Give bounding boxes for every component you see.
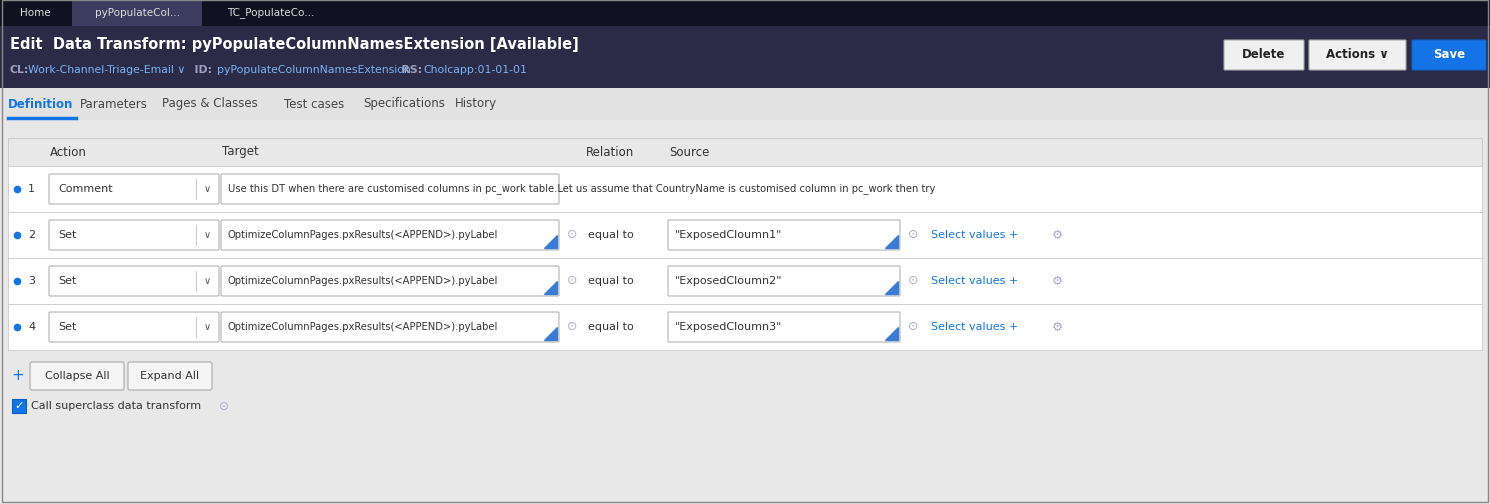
Text: ∨: ∨ — [204, 322, 210, 332]
Text: ⊙: ⊙ — [219, 400, 229, 412]
Text: OptimizeColumnPages.pxResults(<APPEND>).pyLabel: OptimizeColumnPages.pxResults(<APPEND>).… — [228, 230, 498, 240]
Text: equal to: equal to — [589, 230, 633, 240]
Polygon shape — [544, 327, 557, 340]
FancyBboxPatch shape — [49, 174, 219, 204]
FancyBboxPatch shape — [30, 362, 124, 390]
Text: ⚙: ⚙ — [1052, 321, 1062, 334]
Text: Action: Action — [51, 146, 86, 158]
Bar — [7, 212, 1483, 258]
Text: Definition: Definition — [7, 97, 73, 110]
Bar — [0, 120, 1490, 504]
Text: Specifications: Specifications — [364, 97, 446, 110]
FancyBboxPatch shape — [221, 312, 559, 342]
Text: ✓: ✓ — [15, 401, 24, 411]
Bar — [7, 258, 1483, 304]
Bar — [0, 26, 1490, 88]
FancyBboxPatch shape — [49, 312, 219, 342]
Bar — [0, 0, 1490, 26]
Text: Pages & Classes: Pages & Classes — [162, 97, 258, 110]
Text: Use this DT when there are customised columns in pc_work table.Let us assume tha: Use this DT when there are customised co… — [228, 183, 936, 195]
Text: Source: Source — [669, 146, 709, 158]
Text: History: History — [454, 97, 498, 110]
Polygon shape — [544, 281, 557, 294]
Text: CL:: CL: — [10, 65, 30, 75]
Text: Edit  Data Transform: pyPopulateColumnNamesExtension [Available]: Edit Data Transform: pyPopulateColumnNam… — [10, 36, 578, 51]
Text: ∨: ∨ — [204, 184, 210, 194]
Text: ⊙: ⊙ — [566, 275, 577, 287]
FancyBboxPatch shape — [668, 312, 900, 342]
Text: Expand All: Expand All — [140, 371, 200, 381]
FancyBboxPatch shape — [221, 266, 559, 296]
Text: 4: 4 — [28, 322, 36, 332]
Bar — [204, 0, 340, 26]
Text: Home: Home — [19, 8, 51, 18]
Polygon shape — [544, 235, 557, 248]
Bar — [7, 166, 1483, 212]
Text: Work-Channel-Triage-Email ∨: Work-Channel-Triage-Email ∨ — [28, 65, 185, 75]
FancyBboxPatch shape — [668, 266, 900, 296]
Text: 1: 1 — [28, 184, 34, 194]
FancyBboxPatch shape — [221, 220, 559, 250]
Text: Select values +: Select values + — [931, 276, 1018, 286]
Text: Actions ∨: Actions ∨ — [1326, 48, 1389, 61]
Text: ⚙: ⚙ — [1052, 228, 1062, 241]
Text: ⊙: ⊙ — [907, 228, 918, 241]
FancyBboxPatch shape — [1223, 40, 1304, 70]
Text: +: + — [12, 368, 24, 384]
Text: TC_PopulateCo...: TC_PopulateCo... — [228, 8, 314, 19]
FancyBboxPatch shape — [221, 174, 559, 204]
Text: 2: 2 — [28, 230, 36, 240]
Text: equal to: equal to — [589, 322, 633, 332]
Text: Select values +: Select values + — [931, 322, 1018, 332]
Text: ∨: ∨ — [204, 276, 210, 286]
Text: Parameters: Parameters — [80, 97, 148, 110]
Text: equal to: equal to — [589, 276, 633, 286]
Text: "ExposedCloumn3": "ExposedCloumn3" — [675, 322, 782, 332]
Text: "ExposedCloumn1": "ExposedCloumn1" — [675, 230, 782, 240]
Text: ∨: ∨ — [204, 230, 210, 240]
Bar — [12, 399, 25, 413]
Bar — [72, 0, 203, 26]
Bar — [7, 138, 1483, 166]
Text: Relation: Relation — [586, 146, 635, 158]
Text: ⚙: ⚙ — [1052, 275, 1062, 287]
Bar — [0, 88, 1490, 120]
FancyBboxPatch shape — [49, 266, 219, 296]
Text: ID:: ID: — [188, 65, 212, 75]
FancyBboxPatch shape — [128, 362, 212, 390]
Text: OptimizeColumnPages.pxResults(<APPEND>).pyLabel: OptimizeColumnPages.pxResults(<APPEND>).… — [228, 276, 498, 286]
Text: ⊙: ⊙ — [566, 228, 577, 241]
Text: pyPopulateCol...: pyPopulateCol... — [94, 8, 179, 18]
Bar — [7, 304, 1483, 350]
FancyBboxPatch shape — [1310, 40, 1407, 70]
FancyBboxPatch shape — [49, 220, 219, 250]
Text: Comment: Comment — [58, 184, 113, 194]
Text: ⊙: ⊙ — [566, 321, 577, 334]
Polygon shape — [885, 281, 898, 294]
Text: Set: Set — [58, 230, 76, 240]
Text: pyPopulateColumnNamesExtension: pyPopulateColumnNamesExtension — [216, 65, 410, 75]
Polygon shape — [885, 235, 898, 248]
Polygon shape — [885, 327, 898, 340]
Text: Cholcapp:01-01-01: Cholcapp:01-01-01 — [423, 65, 527, 75]
Text: Set: Set — [58, 322, 76, 332]
Text: Select values +: Select values + — [931, 230, 1018, 240]
Text: Save: Save — [1433, 48, 1465, 61]
Bar — [0, 0, 70, 26]
Text: RS:: RS: — [393, 65, 422, 75]
FancyBboxPatch shape — [668, 220, 900, 250]
FancyBboxPatch shape — [1413, 40, 1486, 70]
Text: Delete: Delete — [1243, 48, 1286, 61]
Text: Call superclass data transform: Call superclass data transform — [31, 401, 201, 411]
Text: Collapse All: Collapse All — [45, 371, 109, 381]
Text: OptimizeColumnPages.pxResults(<APPEND>).pyLabel: OptimizeColumnPages.pxResults(<APPEND>).… — [228, 322, 498, 332]
Text: Test cases: Test cases — [285, 97, 344, 110]
Text: ⊙: ⊙ — [907, 321, 918, 334]
Text: "ExposedCloumn2": "ExposedCloumn2" — [675, 276, 782, 286]
Text: Target: Target — [222, 146, 259, 158]
Text: Set: Set — [58, 276, 76, 286]
Text: 3: 3 — [28, 276, 34, 286]
Text: ⊙: ⊙ — [907, 275, 918, 287]
